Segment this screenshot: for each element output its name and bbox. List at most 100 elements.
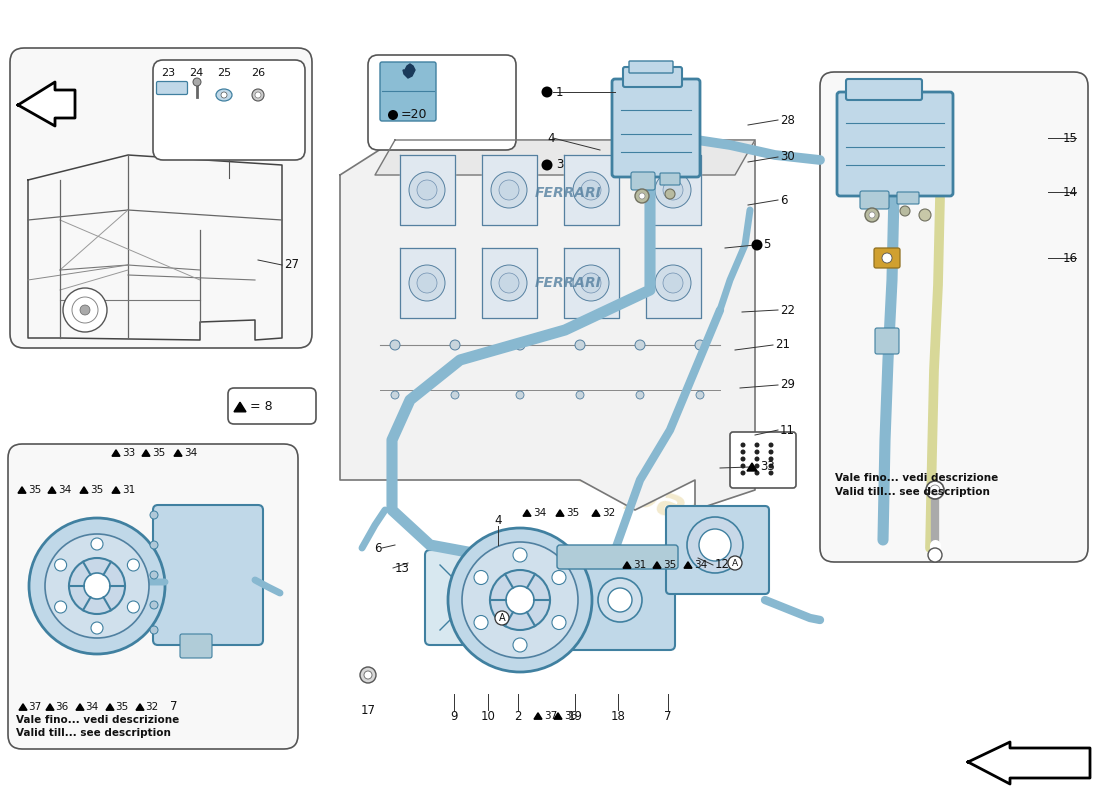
- Text: 13: 13: [395, 562, 410, 574]
- Circle shape: [728, 556, 743, 570]
- FancyBboxPatch shape: [153, 60, 305, 160]
- Text: 28: 28: [780, 114, 795, 126]
- Circle shape: [448, 528, 592, 672]
- FancyBboxPatch shape: [896, 192, 918, 204]
- Circle shape: [552, 570, 567, 585]
- Circle shape: [663, 180, 683, 200]
- Text: 34: 34: [694, 560, 707, 570]
- Circle shape: [769, 463, 773, 469]
- Circle shape: [474, 615, 488, 630]
- Text: A: A: [498, 613, 505, 623]
- FancyBboxPatch shape: [860, 191, 889, 209]
- Text: 26: 26: [251, 68, 265, 78]
- FancyBboxPatch shape: [660, 173, 680, 185]
- Text: 34: 34: [184, 448, 197, 458]
- Circle shape: [451, 391, 459, 399]
- Circle shape: [150, 571, 158, 579]
- Polygon shape: [968, 742, 1090, 784]
- FancyBboxPatch shape: [368, 55, 516, 150]
- Text: Valid till... see description: Valid till... see description: [835, 487, 990, 497]
- Circle shape: [688, 517, 742, 573]
- Circle shape: [695, 340, 705, 350]
- Text: 24: 24: [189, 68, 204, 78]
- Polygon shape: [522, 510, 531, 516]
- Circle shape: [55, 559, 67, 571]
- Circle shape: [541, 86, 552, 98]
- Circle shape: [573, 172, 609, 208]
- Circle shape: [499, 273, 519, 293]
- Text: 34: 34: [534, 508, 547, 518]
- Text: 5: 5: [763, 238, 770, 251]
- Polygon shape: [136, 704, 144, 710]
- FancyBboxPatch shape: [180, 634, 212, 658]
- FancyBboxPatch shape: [153, 505, 263, 645]
- Text: 19: 19: [568, 710, 583, 722]
- Circle shape: [91, 622, 103, 634]
- Polygon shape: [747, 463, 757, 471]
- Circle shape: [666, 189, 675, 199]
- Polygon shape: [564, 248, 619, 318]
- Polygon shape: [112, 486, 120, 493]
- Text: 31: 31: [122, 485, 135, 495]
- Text: passion for parts: passion for parts: [367, 366, 752, 554]
- Circle shape: [740, 470, 746, 475]
- Circle shape: [80, 305, 90, 315]
- Circle shape: [513, 638, 527, 652]
- Polygon shape: [556, 510, 564, 516]
- Text: 6: 6: [780, 194, 788, 206]
- Text: 7: 7: [170, 701, 178, 714]
- Text: 25: 25: [217, 68, 231, 78]
- Polygon shape: [18, 486, 26, 493]
- Polygon shape: [234, 402, 246, 412]
- Polygon shape: [80, 486, 88, 493]
- Circle shape: [698, 529, 732, 561]
- Circle shape: [769, 470, 773, 475]
- Circle shape: [581, 273, 601, 293]
- Circle shape: [513, 548, 527, 562]
- Polygon shape: [564, 155, 619, 225]
- Text: 36: 36: [564, 711, 578, 721]
- Polygon shape: [18, 82, 75, 126]
- Text: 1: 1: [556, 86, 563, 98]
- Polygon shape: [684, 562, 692, 568]
- Polygon shape: [46, 704, 54, 710]
- Polygon shape: [174, 450, 182, 456]
- FancyBboxPatch shape: [8, 444, 298, 749]
- Text: 34: 34: [58, 485, 72, 495]
- Circle shape: [495, 611, 509, 625]
- Circle shape: [506, 586, 534, 614]
- Circle shape: [751, 239, 762, 250]
- Circle shape: [409, 265, 446, 301]
- Polygon shape: [646, 248, 701, 318]
- Circle shape: [573, 265, 609, 301]
- Circle shape: [769, 450, 773, 454]
- Circle shape: [918, 209, 931, 221]
- Circle shape: [636, 391, 644, 399]
- Text: =20: =20: [402, 109, 428, 122]
- Polygon shape: [554, 713, 562, 719]
- Circle shape: [575, 340, 585, 350]
- Circle shape: [388, 110, 398, 120]
- Circle shape: [928, 548, 942, 562]
- Circle shape: [252, 89, 264, 101]
- FancyBboxPatch shape: [557, 545, 678, 569]
- Polygon shape: [48, 486, 56, 493]
- Circle shape: [45, 534, 148, 638]
- Text: 4: 4: [494, 514, 502, 526]
- Polygon shape: [142, 450, 150, 456]
- Text: 18: 18: [610, 710, 626, 722]
- Circle shape: [926, 481, 944, 499]
- Circle shape: [72, 297, 98, 323]
- Circle shape: [930, 485, 940, 495]
- Text: 4: 4: [547, 131, 554, 145]
- Circle shape: [150, 511, 158, 519]
- Circle shape: [639, 193, 645, 199]
- Circle shape: [755, 450, 759, 454]
- Text: 21: 21: [776, 338, 790, 351]
- FancyBboxPatch shape: [820, 72, 1088, 562]
- FancyBboxPatch shape: [10, 48, 312, 348]
- Text: Vale fino... vedi descrizione: Vale fino... vedi descrizione: [835, 473, 999, 483]
- FancyBboxPatch shape: [629, 61, 673, 73]
- Circle shape: [150, 601, 158, 609]
- Circle shape: [576, 391, 584, 399]
